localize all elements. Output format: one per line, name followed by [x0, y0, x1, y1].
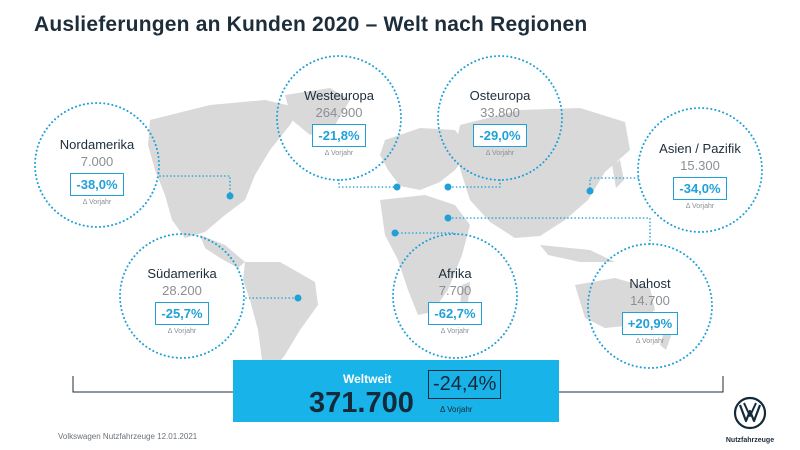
region-change-badge: -29,0% [473, 124, 527, 147]
region-count: 15.300 [680, 158, 720, 173]
region-count: 14.700 [630, 293, 670, 308]
dot-nahost [444, 214, 452, 222]
page-title: Auslieferungen an Kunden 2020 – Welt nac… [34, 13, 588, 36]
indonesia-shape [540, 245, 615, 262]
region-change-badge: -62,7% [428, 302, 482, 325]
region-count: 264.900 [315, 105, 363, 120]
vw-brand-text: Nutzfahrzeuge [725, 437, 775, 444]
europe-shape [380, 128, 470, 190]
vw-logo-icon [733, 396, 767, 430]
worldwide-total-box: Weltweit 371.700 -24,4% Δ Vorjahr [233, 360, 559, 422]
dot-osteuropa [444, 183, 452, 191]
connector-afrika [394, 232, 456, 235]
delta-label: Δ Vorjahr [82, 199, 112, 206]
region-nahost: Nahost 14.700 +20,9% Δ Vorjahr [590, 276, 710, 345]
circle-nordamerika [34, 102, 160, 228]
region-count: 7.700 [438, 283, 472, 298]
vw-logo: Nutzfahrzeuge [725, 396, 775, 444]
delta-label: Δ Vorjahr [635, 338, 665, 345]
region-count: 28.200 [162, 283, 202, 298]
connector-westeuropa [338, 179, 398, 188]
dot-westeuropa [393, 183, 401, 191]
connector-osteuropa [447, 179, 501, 188]
dot-afrika [391, 229, 399, 237]
bracket-left [72, 376, 233, 393]
region-name: Asien / Pazifik [659, 141, 741, 156]
greenland-shape [285, 88, 350, 135]
delta-label: Δ Vorjahr [685, 203, 715, 210]
dot-suedamerika [294, 294, 302, 302]
circle-asien-pazifik [637, 107, 763, 233]
delta-label: Δ Vorjahr [485, 150, 515, 157]
connector-nahost [447, 217, 651, 245]
connector-nordamerika [159, 175, 231, 196]
delta-label: Δ Vorjahr [440, 328, 470, 335]
worldwide-label: Weltweit [343, 372, 392, 386]
region-nordamerika: Nordamerika 7.000 -38,0% Δ Vorjahr [37, 137, 157, 206]
bracket-right [559, 376, 724, 393]
region-name: Afrika [438, 266, 472, 281]
region-change-badge: +20,9% [621, 312, 679, 335]
region-change-badge: -25,7% [155, 302, 209, 325]
circle-osteuropa [437, 55, 563, 181]
worldwide-count: 371.700 [309, 387, 414, 419]
region-suedamerika: Südamerika 28.200 -25,7% Δ Vorjahr [122, 266, 242, 335]
dot-asien-pazifik [586, 187, 594, 195]
region-name: Nahost [629, 276, 671, 291]
region-name: Südamerika [147, 266, 217, 281]
japan-shape [612, 160, 624, 188]
delta-label: Δ Vorjahr [324, 150, 354, 157]
region-change-badge: -38,0% [70, 173, 124, 196]
madagascar-shape [460, 282, 470, 306]
africa-shape [380, 195, 470, 315]
worldwide-bracket [72, 376, 724, 393]
south-america-shape [243, 262, 318, 372]
region-name: Osteuropa [469, 88, 531, 103]
region-change-badge: -21,8% [312, 124, 366, 147]
region-asien-pazifik: Asien / Pazifik 15.300 -34,0% Δ Vorjahr [640, 141, 760, 210]
region-westeuropa: Westeuropa 264.900 -21,8% Δ Vorjahr [279, 88, 399, 157]
location-dots [226, 183, 594, 302]
delta-label: Δ Vorjahr [167, 328, 197, 335]
central-america-shape [200, 235, 245, 268]
connector-lines [159, 175, 651, 299]
region-count: 7.000 [80, 154, 114, 169]
region-change-badge: -34,0% [673, 177, 727, 200]
circle-suedamerika [119, 233, 245, 359]
region-name: Westeuropa [304, 88, 374, 103]
worldwide-change-badge: -24,4% [428, 370, 502, 399]
region-afrika: Afrika 7.700 -62,7% Δ Vorjahr [395, 266, 515, 335]
region-osteuropa: Osteuropa 33.800 -29,0% Δ Vorjahr [440, 88, 560, 157]
north-america-shape [148, 100, 300, 238]
circle-westeuropa [276, 55, 402, 181]
region-count: 33.800 [480, 105, 520, 120]
region-name: Nordamerika [59, 137, 135, 152]
worldwide-delta-label: Δ Vorjahr [440, 405, 473, 414]
footer-source: Volkswagen Nutzfahrzeuge 12.01.2021 [58, 432, 198, 441]
dot-nordamerika [226, 192, 234, 200]
